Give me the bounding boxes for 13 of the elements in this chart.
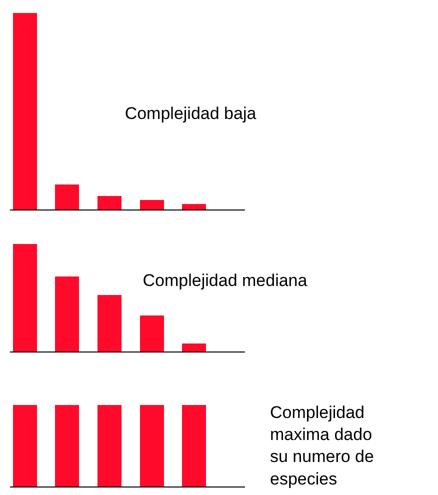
bar bbox=[182, 204, 206, 210]
text: Complejidad mediana bbox=[142, 271, 308, 290]
bar bbox=[97, 196, 122, 210]
text: Complejidad baja bbox=[124, 104, 257, 124]
bar bbox=[97, 294, 122, 352]
bar bbox=[55, 276, 80, 352]
bar bbox=[140, 200, 164, 210]
bar bbox=[12, 13, 37, 210]
bar bbox=[55, 184, 80, 210]
bar bbox=[12, 244, 37, 352]
bar bbox=[140, 315, 164, 352]
bar bbox=[182, 343, 206, 352]
text: Complejidad maxima dado su numero de especies bbox=[270, 403, 374, 488]
